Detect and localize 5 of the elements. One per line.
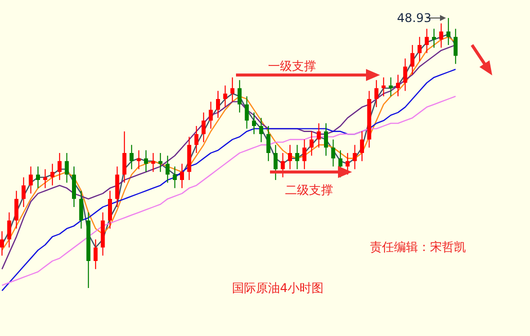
annotation: 48.93: [397, 11, 432, 25]
text: 国际原油4小时图: [232, 281, 324, 295]
annotation: 责任编辑：宋哲凯: [370, 240, 466, 254]
annotation: 一级支撑: [268, 59, 316, 73]
annotation: 二级支撑: [285, 183, 333, 197]
